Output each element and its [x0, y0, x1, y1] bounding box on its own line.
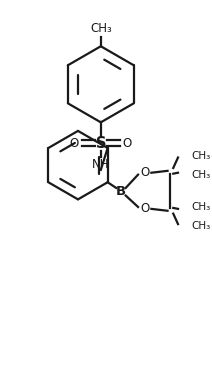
Text: NH: NH [92, 158, 110, 171]
Text: CH₃: CH₃ [191, 170, 211, 180]
Text: CH₃: CH₃ [191, 151, 211, 160]
Text: O: O [70, 137, 79, 150]
Text: B: B [116, 185, 126, 198]
Text: O: O [140, 202, 149, 215]
Text: CH₃: CH₃ [191, 202, 211, 212]
Text: S: S [96, 136, 106, 151]
Text: CH₃: CH₃ [90, 22, 112, 35]
Text: CH₃: CH₃ [191, 221, 211, 231]
Text: O: O [140, 166, 149, 179]
Text: O: O [123, 137, 132, 150]
